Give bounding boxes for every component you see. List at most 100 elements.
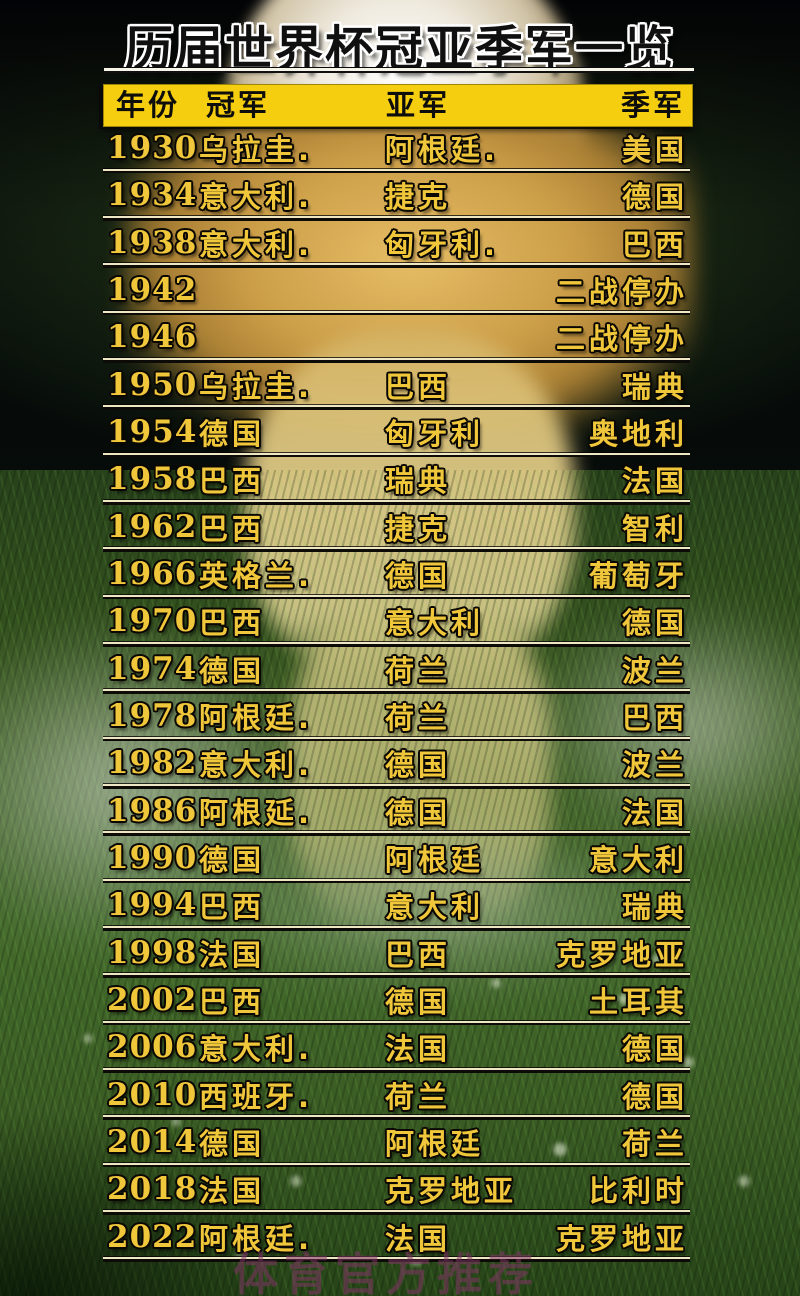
runner-up-cell: 荷兰 bbox=[385, 1079, 452, 1114]
third-place-cell: 荷兰 bbox=[621, 1127, 688, 1162]
runner-up-cell: 德国 bbox=[385, 748, 452, 783]
champion-cell: 阿根延. bbox=[199, 795, 314, 830]
third-place-cell: 巴西 bbox=[621, 701, 688, 736]
champion-cell: 西班牙. bbox=[199, 1079, 314, 1114]
third-place-cell: 德国 bbox=[621, 1079, 688, 1114]
row-underline bbox=[103, 546, 690, 552]
champion-cell: 英格兰. bbox=[199, 559, 314, 594]
champion-cell: 法国 bbox=[199, 937, 266, 972]
table-row: 1974 德国 荷兰 波兰 bbox=[103, 648, 693, 695]
third-place-cell: 比利时 bbox=[588, 1174, 688, 1209]
row-underline bbox=[103, 783, 690, 789]
year-cell: 1958 bbox=[107, 461, 198, 498]
runner-up-cell: 阿根廷. bbox=[385, 133, 500, 168]
year-cell: 2022 bbox=[107, 1218, 198, 1255]
table-row: 1962 巴西 捷克 智利 bbox=[103, 506, 693, 553]
year-cell: 1986 bbox=[107, 792, 198, 829]
row-underline bbox=[103, 262, 690, 268]
year-cell: 2018 bbox=[107, 1171, 198, 1208]
row-underline bbox=[103, 641, 690, 647]
champion-cell: 乌拉圭. bbox=[199, 369, 314, 404]
year-cell: 1946 bbox=[107, 319, 198, 356]
table-row: 1986 阿根延. 德国 法国 bbox=[103, 790, 693, 837]
third-place-cell: 波兰 bbox=[621, 748, 688, 783]
third-place-cell: 德国 bbox=[621, 606, 688, 641]
row-underline bbox=[103, 1209, 690, 1215]
third-place-cell: 土耳其 bbox=[588, 985, 688, 1020]
year-cell: 1950 bbox=[107, 366, 198, 403]
year-cell: 1962 bbox=[107, 508, 198, 545]
champion-cell: 阿根廷. bbox=[199, 1221, 314, 1256]
champion-cell: 意大利. bbox=[199, 1032, 314, 1067]
champion-cell: 巴西 bbox=[199, 890, 266, 925]
runner-up-cell: 意大利 bbox=[385, 890, 485, 925]
row-underline bbox=[103, 1019, 690, 1026]
row-underline bbox=[103, 688, 690, 694]
champion-cell: 德国 bbox=[199, 417, 266, 452]
champion-cell: 德国 bbox=[199, 843, 266, 878]
third-place-cell: 智利 bbox=[621, 511, 688, 546]
champion-cell: 巴西 bbox=[199, 985, 266, 1020]
table-row: 1994 巴西 意大利 瑞典 bbox=[103, 884, 693, 931]
table-row: 1990 德国 阿根廷 意大利 bbox=[103, 837, 693, 884]
table-row: 2018 法国 克罗地亚 比利时 bbox=[103, 1168, 693, 1215]
runner-up-cell: 巴西 bbox=[385, 937, 452, 972]
champion-cell: 德国 bbox=[199, 653, 266, 688]
row-underline bbox=[103, 215, 690, 221]
runner-up-cell: 荷兰 bbox=[385, 653, 452, 688]
third-place-cell: 葡萄牙 bbox=[588, 559, 688, 594]
row-underline bbox=[103, 451, 690, 458]
year-cell: 1990 bbox=[107, 840, 198, 877]
row-underline bbox=[103, 1161, 690, 1168]
year-cell: 1938 bbox=[107, 224, 198, 261]
row-underline bbox=[103, 1067, 690, 1073]
champion-cell: 意大利. bbox=[199, 748, 314, 783]
header-runner-up: 亚军 bbox=[386, 88, 451, 122]
year-cell: 1966 bbox=[107, 556, 198, 593]
third-place-cell: 波兰 bbox=[621, 653, 688, 688]
row-underline bbox=[103, 925, 690, 931]
year-cell: 1974 bbox=[107, 650, 198, 687]
runner-up-cell: 法国 bbox=[385, 1032, 452, 1067]
champion-cell: 德国 bbox=[199, 1127, 266, 1162]
table-row: 1954 德国 匈牙利 奥地利 bbox=[103, 411, 693, 458]
table-row: 1946 二战停办 bbox=[103, 316, 693, 363]
table-row: 2022 阿根廷. 法国 克罗地亚 bbox=[103, 1216, 693, 1263]
table-row: 1938 意大利. 匈牙利. 巴西 bbox=[103, 222, 693, 269]
third-place-cell: 美国 bbox=[621, 133, 688, 168]
year-cell: 2006 bbox=[107, 1029, 198, 1066]
row-underline bbox=[103, 499, 690, 505]
third-place-cell: 德国 bbox=[621, 1032, 688, 1067]
year-cell: 1998 bbox=[107, 934, 198, 971]
table-row: 1950 乌拉圭. 巴西 瑞典 bbox=[103, 364, 693, 411]
table-row: 1930 乌拉圭. 阿根廷. 美国 bbox=[103, 127, 693, 174]
third-place-cell: 意大利 bbox=[588, 843, 688, 878]
header-champion: 冠军 bbox=[206, 88, 271, 122]
row-underline bbox=[103, 167, 690, 174]
runner-up-cell: 德国 bbox=[385, 985, 452, 1020]
row-underline bbox=[103, 357, 690, 363]
row-underline bbox=[103, 309, 690, 316]
champion-cell: 巴西 bbox=[199, 464, 266, 499]
table-row: 1966 英格兰. 德国 葡萄牙 bbox=[103, 553, 693, 600]
third-place-cell: 克罗地亚 bbox=[555, 937, 688, 972]
third-place-cell: 德国 bbox=[621, 180, 688, 215]
third-place-cell: 奥地利 bbox=[588, 417, 688, 452]
runner-up-cell: 荷兰 bbox=[385, 701, 452, 736]
year-cell: 1930 bbox=[107, 130, 198, 167]
runner-up-cell: 巴西 bbox=[385, 369, 452, 404]
title-underline bbox=[104, 67, 694, 73]
runner-up-cell: 匈牙利 bbox=[385, 417, 485, 452]
row-underline bbox=[103, 1114, 690, 1120]
table-row: 1982 意大利. 德国 波兰 bbox=[103, 742, 693, 789]
year-cell: 1978 bbox=[107, 698, 198, 735]
table-row: 2002 巴西 德国 土耳其 bbox=[103, 979, 693, 1026]
year-cell: 1954 bbox=[107, 414, 198, 451]
champion-cell: 意大利. bbox=[199, 180, 314, 215]
header-year: 年份 bbox=[116, 88, 181, 122]
row-underline bbox=[103, 830, 690, 836]
runner-up-cell: 法国 bbox=[385, 1221, 452, 1256]
runner-up-cell: 瑞典 bbox=[385, 464, 452, 499]
